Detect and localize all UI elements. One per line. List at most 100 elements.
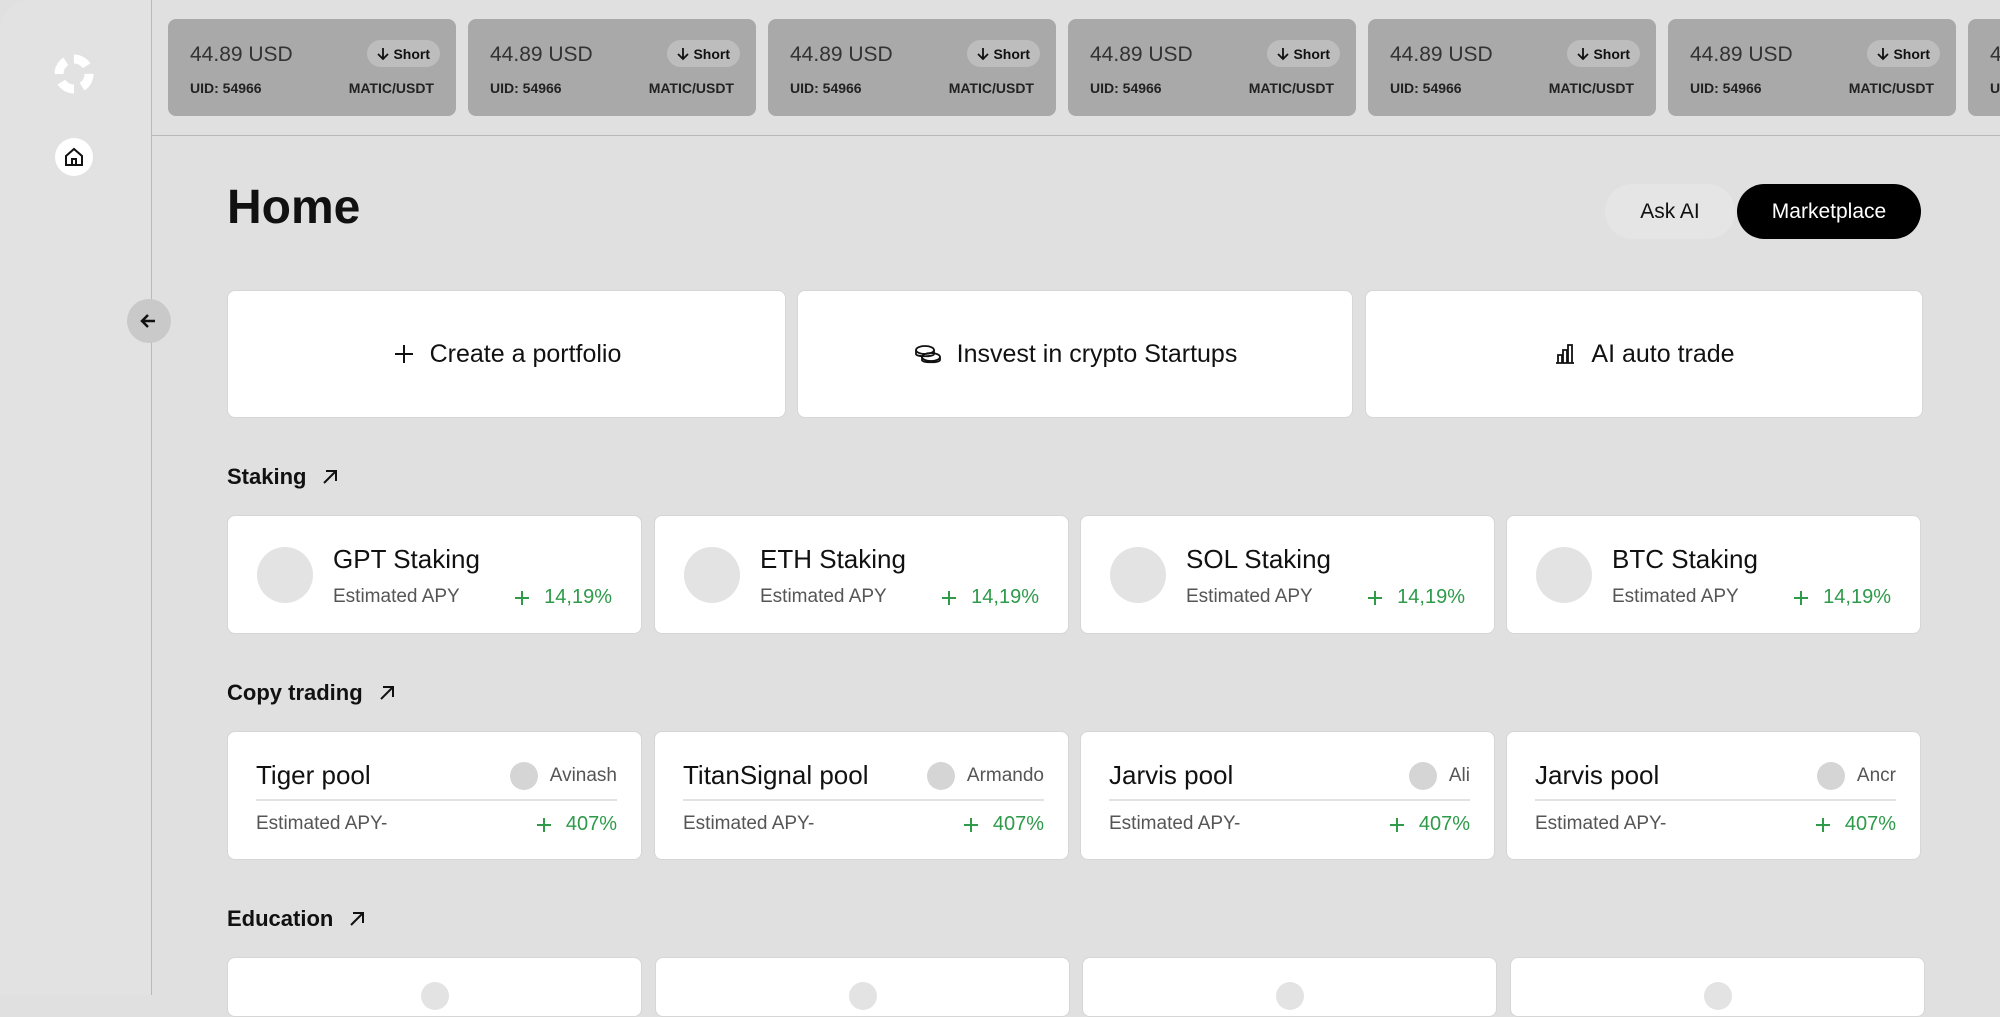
ticker-pair-text: MATIC/USDT [348, 80, 434, 96]
staking-name-text: BTC Staking [1612, 544, 1758, 574]
direction-badge-text: Short [693, 45, 730, 62]
pool-name: TitanSignal pool [683, 760, 869, 791]
apy-value-text: 14,19% [1823, 586, 1891, 608]
ticker-card[interactable]: 44.89 USD Short UID: 54966 MATIC/USDT [768, 19, 1056, 116]
education-card[interactable] [227, 957, 642, 1017]
apy-value-text: 407% [565, 813, 617, 835]
ask-ai-button[interactable]: Ask AI [1605, 184, 1735, 239]
section-title[interactable]: Education [227, 906, 367, 932]
apy-label: Estimated APY- [1109, 813, 1240, 835]
ticker-uid-text: UID: 54966 [1090, 80, 1162, 96]
staking-name: SOL Staking [1186, 544, 1331, 575]
pool-card[interactable]: Jarvis pool Ancr Estimated APY- 407% [1506, 731, 1921, 860]
staking-card[interactable]: ETH Staking Estimated APY 14,19% [654, 515, 1069, 634]
direction-badge-text: Short [1893, 45, 1930, 62]
marketplace-button[interactable]: Marketplace [1737, 184, 1921, 239]
direction-badge: Short [1867, 40, 1940, 67]
education-icon [1704, 982, 1732, 1010]
apy-label-text: Estimated APY- [1109, 813, 1241, 834]
sidebar [0, 0, 152, 995]
pool-name: Tiger pool [256, 760, 371, 791]
education-card[interactable] [1082, 957, 1497, 1017]
staking-card[interactable]: BTC Staking Estimated APY 14,19% [1506, 515, 1921, 634]
staking-card[interactable]: GPT Staking Estimated APY 14,19% [227, 515, 642, 634]
ticker-price-text: 44.89 USD [190, 43, 293, 66]
pool-card[interactable]: Tiger pool Avinash Estimated APY- 407% [227, 731, 642, 860]
direction-badge-text: Short [1593, 45, 1630, 62]
page-title: Home [227, 181, 361, 234]
ticker-price: 44.89 USD [1990, 43, 2000, 67]
apy-label: Estimated APY- [256, 813, 387, 835]
ticker-uid-text: UID: 54966 [1990, 80, 2000, 96]
apy-label-text: Estimated APY- [683, 813, 815, 834]
section-title-text: Copy trading [227, 680, 363, 705]
ticker-uid-text: UID: 54966 [790, 80, 862, 96]
apy-label-text: Estimated APY [333, 586, 460, 607]
staking-name: BTC Staking [1612, 544, 1758, 575]
apy-label-text: Estimated APY [760, 586, 887, 607]
apy-value-text: 407% [992, 813, 1044, 835]
ticker-price: 44.89 USD [190, 43, 293, 67]
pool-card[interactable]: Jarvis pool Ali Estimated APY- 407% [1080, 731, 1495, 860]
collapse-button[interactable] [127, 299, 171, 343]
apy-value-text: 14,19% [971, 586, 1039, 608]
apy-label: Estimated APY- [683, 813, 814, 835]
ticker-pair-text: MATIC/USDT [648, 80, 734, 96]
apy-value: 14,19% [941, 586, 1039, 609]
pool-name-text: Jarvis pool [1535, 760, 1660, 790]
ticker-price: 44.89 USD [490, 43, 593, 67]
ticker-card[interactable]: 44.89 USD Short UID: 54966 MATIC/USDT [468, 19, 756, 116]
home-nav[interactable] [55, 138, 93, 176]
staking-icon [257, 547, 313, 603]
apy-value: 407% [1815, 813, 1896, 836]
pool-user-text: Ancr [1856, 765, 1896, 786]
ticker-pair-text: MATIC/USDT [1248, 80, 1334, 96]
pool-user: Avinash [509, 762, 617, 790]
education-icon [421, 982, 449, 1010]
pool-name-text: Jarvis pool [1109, 760, 1234, 790]
ticker-price: 44.89 USD [1690, 43, 1793, 67]
action-card[interactable]: Create a portfolio [227, 290, 786, 418]
ticker-pair: MATIC/USDT [349, 80, 434, 96]
staking-name-text: GPT Staking [333, 544, 480, 574]
pool-card[interactable]: TitanSignal pool Armando Estimated APY- 407… [654, 731, 1069, 860]
divider [1109, 799, 1470, 801]
pool-user: Ali [1408, 762, 1470, 790]
apy-value-text: 407% [1844, 813, 1896, 835]
ticker-uid-text: UID: 54966 [1690, 80, 1762, 96]
action-card[interactable]: AI auto trade [1365, 290, 1923, 418]
ticker-pair: MATIC/USDT [1249, 80, 1334, 96]
ticker-uid-text: UID: 54966 [490, 80, 562, 96]
section-title[interactable]: Staking [227, 464, 340, 490]
apy-label: Estimated APY [333, 586, 460, 608]
ticker-price: 44.89 USD [1390, 43, 1493, 67]
action-card[interactable]: Insvest in crypto Startups [797, 290, 1353, 418]
direction-badge: Short [967, 40, 1040, 67]
ticker-uid: UID: 54966 [490, 80, 562, 96]
ticker-price: 44.89 USD [790, 43, 893, 67]
staking-card[interactable]: SOL Staking Estimated APY 14,19% [1080, 515, 1495, 634]
ticker: 44.89 USD Short UID: 54966 MATIC/USDT 44.89 … [152, 0, 2000, 136]
section-title[interactable]: Copy trading [227, 680, 397, 706]
ticker-uid-text: UID: 54966 [190, 80, 262, 96]
ticker-pair-text: MATIC/USDT [1548, 80, 1634, 96]
ticker-pair: MATIC/USDT [1549, 80, 1634, 96]
staking-icon [1536, 547, 1592, 603]
direction-badge: Short [367, 40, 440, 67]
apy-value: 407% [536, 813, 617, 836]
education-card[interactable] [655, 957, 1070, 1017]
pool-name-text: TitanSignal pool [683, 760, 869, 790]
ticker-card[interactable]: 44.89 USD Short UID: 54966 MATIC/USDT [168, 19, 456, 116]
ticker-pair-text: MATIC/USDT [948, 80, 1034, 96]
apy-label-text: Estimated APY [1612, 586, 1739, 607]
ticker-uid: UID: 54966 [190, 80, 262, 96]
education-card[interactable] [1510, 957, 1925, 1017]
ticker-price-text: 44.89 USD [1390, 43, 1493, 66]
ticker-pair: MATIC/USDT [949, 80, 1034, 96]
ticker-uid: UID: 54966 [1690, 80, 1762, 96]
pool-user-text: Ali [1448, 765, 1470, 786]
